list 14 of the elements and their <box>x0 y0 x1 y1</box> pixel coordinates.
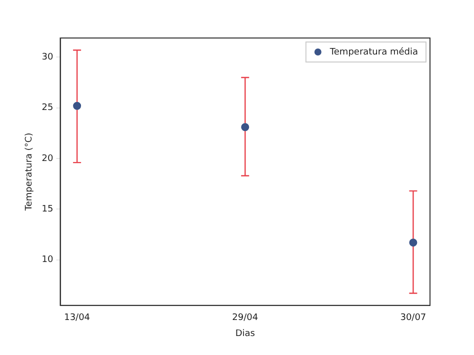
point <box>73 102 82 110</box>
x-tick-label: 30/07 <box>400 313 426 324</box>
x-tick-label: 29/04 <box>232 313 258 324</box>
y-tick-label: 10 <box>42 255 54 266</box>
point <box>241 123 250 132</box>
x-axis-title: Dias <box>235 328 256 339</box>
y-tick-label: 30 <box>42 52 54 63</box>
point <box>409 238 418 247</box>
y-tick-label: 20 <box>42 154 54 164</box>
x-tick-label: 13/04 <box>64 313 90 324</box>
legend-label: Temperatura média <box>328 46 418 58</box>
y-tick-label: 25 <box>42 103 54 114</box>
y-tick-label: 15 <box>42 204 54 215</box>
y-axis-title: Temperatura (°C) <box>24 132 35 212</box>
